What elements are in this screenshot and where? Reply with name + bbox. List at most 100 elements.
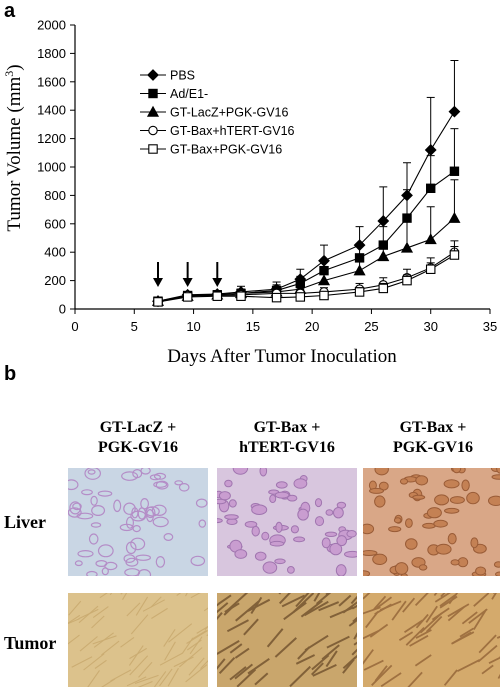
cell-shape xyxy=(261,531,270,541)
fiber-stroke xyxy=(99,593,108,599)
fiber-stroke xyxy=(126,676,147,687)
fiber-stroke xyxy=(351,604,357,610)
fiber-stroke xyxy=(398,631,414,641)
fiber-stroke xyxy=(348,618,357,627)
cell-shape xyxy=(426,507,442,519)
data-point xyxy=(449,166,460,176)
fiber-stroke xyxy=(402,597,416,613)
cell-shape xyxy=(113,499,122,513)
fiber-stroke xyxy=(92,606,109,619)
fiber-stroke xyxy=(68,600,82,616)
y-tick-label: 2000 xyxy=(37,18,66,33)
fiber-stroke xyxy=(405,626,425,646)
cell-shape xyxy=(394,562,409,575)
fiber-stroke xyxy=(217,594,232,605)
micrograph-liver-bax-htert xyxy=(217,468,357,576)
fiber-stroke xyxy=(236,668,257,687)
cell-shape xyxy=(269,540,285,547)
y-tick-label: 600 xyxy=(44,216,66,231)
fiber-stroke xyxy=(391,600,407,621)
cell-shape xyxy=(72,502,82,511)
column-header-line2: PGK-GV16 xyxy=(393,439,473,456)
fiber-stroke xyxy=(310,662,324,676)
cell-shape xyxy=(125,516,134,529)
cell-shape xyxy=(97,544,114,558)
cell-shape xyxy=(198,519,207,528)
cell-shape xyxy=(346,530,357,538)
fiber-stroke xyxy=(203,607,208,612)
y-tick-label: 1800 xyxy=(37,46,66,61)
cell-shape xyxy=(336,535,347,547)
micrograph-tumor-bax-htert xyxy=(217,593,357,687)
panel-b-label: b xyxy=(4,363,17,385)
fiber-stroke xyxy=(477,644,498,663)
data-point xyxy=(377,250,390,262)
cell-shape xyxy=(137,569,152,576)
cell-shape xyxy=(81,489,93,496)
cell-shape xyxy=(314,498,323,508)
fiber-stroke xyxy=(217,612,223,621)
fiber-stroke xyxy=(68,618,80,625)
x-tick-label: 0 xyxy=(71,319,78,334)
legend-marker xyxy=(148,125,158,136)
data-point xyxy=(319,290,329,301)
x-tick-label: 35 xyxy=(483,319,497,334)
fiber-stroke xyxy=(129,647,147,660)
cell-shape xyxy=(363,570,371,576)
fiber-stroke xyxy=(101,640,120,656)
y-tick-label: 400 xyxy=(44,245,66,260)
fiber-stroke xyxy=(247,598,271,612)
data-point xyxy=(426,183,436,194)
fiber-stroke xyxy=(94,659,107,669)
y-tick-label: 800 xyxy=(44,188,66,203)
cell-shape xyxy=(434,494,450,506)
cell-shape xyxy=(254,551,267,561)
fiber-stroke xyxy=(447,603,470,618)
fiber-stroke xyxy=(491,593,497,600)
cell-shape xyxy=(444,507,460,514)
cell-shape xyxy=(174,480,184,486)
cell-shape xyxy=(496,468,500,474)
fiber-stroke xyxy=(326,635,350,649)
data-point xyxy=(400,241,414,253)
column-header-line2: hTERT-GV16 xyxy=(239,439,335,456)
panel-a-label: a xyxy=(4,0,16,22)
cell-shape xyxy=(363,550,378,556)
injection-arrow-head xyxy=(153,278,163,287)
fiber-stroke xyxy=(311,654,330,671)
y-tick-label: 1000 xyxy=(37,160,66,175)
fiber-stroke xyxy=(351,648,357,656)
legend-entry: PBS xyxy=(140,69,195,83)
tumor-volume-chart: 0 5 10 15 20 25 30 35 0 200 400 600 800 1000 1200 1400 1… xyxy=(2,18,497,368)
cell-shape xyxy=(287,494,298,502)
cell-shape xyxy=(232,468,249,475)
y-tick-label: 1200 xyxy=(37,131,66,146)
cell-shape xyxy=(325,509,334,516)
fiber-stroke xyxy=(179,647,203,668)
cell-shape xyxy=(399,478,409,485)
data-point xyxy=(378,283,389,294)
fiber-stroke xyxy=(443,669,458,686)
cell-shape xyxy=(88,533,99,545)
cell-shape xyxy=(274,491,290,499)
cell-shape xyxy=(86,570,98,576)
cell-shape xyxy=(449,496,465,504)
fiber-stroke xyxy=(217,640,240,655)
fiber-stroke xyxy=(369,623,389,638)
fiber-stroke xyxy=(135,596,149,616)
cell-shape xyxy=(119,523,134,532)
fiber-stroke xyxy=(313,593,321,602)
cell-shape xyxy=(405,538,418,550)
cell-shape xyxy=(293,536,306,543)
fiber-stroke xyxy=(217,602,229,614)
cell-shape xyxy=(461,479,470,492)
cell-shape xyxy=(90,495,98,506)
fiber-stroke xyxy=(138,661,153,678)
cell-shape xyxy=(321,537,331,549)
data-point xyxy=(424,233,437,245)
fiber-stroke xyxy=(159,652,184,666)
fiber-stroke xyxy=(318,601,340,612)
data-point xyxy=(402,275,412,286)
column-header-bax-pgk: GT-Bax + PGK-GV16 xyxy=(358,418,500,458)
fiber-stroke xyxy=(134,674,159,685)
